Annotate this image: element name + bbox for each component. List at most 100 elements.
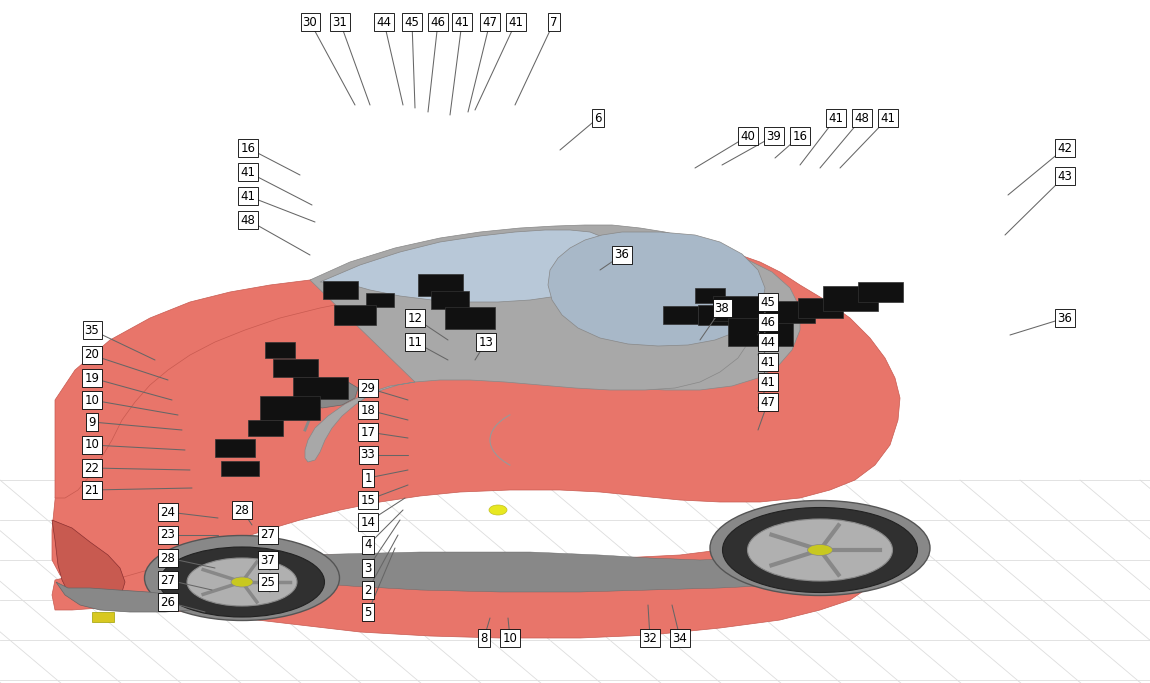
Polygon shape xyxy=(55,268,494,498)
Text: 10: 10 xyxy=(503,632,518,645)
Text: 16: 16 xyxy=(240,141,255,154)
Bar xyxy=(765,301,815,323)
Bar xyxy=(698,305,743,325)
Text: 6: 6 xyxy=(595,111,601,124)
Text: 45: 45 xyxy=(405,16,420,29)
Bar xyxy=(858,282,903,302)
Text: 37: 37 xyxy=(261,553,276,566)
Text: 32: 32 xyxy=(643,632,658,645)
Text: 20: 20 xyxy=(85,348,99,361)
Polygon shape xyxy=(56,582,200,612)
Ellipse shape xyxy=(187,558,297,606)
Bar xyxy=(822,285,877,311)
Text: 3: 3 xyxy=(365,561,371,574)
Text: 45: 45 xyxy=(760,296,775,309)
Bar xyxy=(247,420,283,436)
Text: 19: 19 xyxy=(84,372,100,385)
Bar xyxy=(322,281,358,299)
Text: 41: 41 xyxy=(881,111,896,124)
Bar xyxy=(221,460,259,475)
Text: 36: 36 xyxy=(1058,311,1073,324)
Text: 38: 38 xyxy=(714,301,729,314)
Text: 7: 7 xyxy=(550,16,558,29)
Text: 41: 41 xyxy=(240,165,255,178)
Text: 33: 33 xyxy=(361,449,375,462)
Text: 34: 34 xyxy=(673,632,688,645)
Bar xyxy=(797,298,843,318)
Text: 13: 13 xyxy=(478,335,493,348)
Text: 28: 28 xyxy=(161,551,176,565)
Bar xyxy=(92,612,114,622)
Bar xyxy=(292,377,347,399)
Text: 43: 43 xyxy=(1058,169,1073,182)
Bar xyxy=(260,396,320,420)
Bar xyxy=(445,307,494,329)
Ellipse shape xyxy=(145,535,339,620)
Text: 23: 23 xyxy=(161,529,176,542)
Bar xyxy=(273,359,317,377)
Bar xyxy=(713,296,767,320)
Ellipse shape xyxy=(489,505,507,515)
Text: 28: 28 xyxy=(235,503,250,516)
Text: 27: 27 xyxy=(261,529,276,542)
Bar xyxy=(366,293,394,307)
Text: 47: 47 xyxy=(760,395,775,408)
Polygon shape xyxy=(305,225,760,462)
Ellipse shape xyxy=(807,544,833,555)
Text: 22: 22 xyxy=(84,462,100,475)
Polygon shape xyxy=(549,232,765,346)
Bar xyxy=(695,288,724,303)
Polygon shape xyxy=(52,548,871,638)
Ellipse shape xyxy=(722,507,918,592)
Text: 41: 41 xyxy=(828,111,843,124)
Text: 39: 39 xyxy=(767,130,782,143)
Text: 44: 44 xyxy=(376,16,391,29)
Text: 16: 16 xyxy=(792,130,807,143)
Text: 5: 5 xyxy=(365,606,371,619)
Text: 29: 29 xyxy=(360,382,376,395)
Text: 41: 41 xyxy=(454,16,469,29)
Bar xyxy=(662,306,698,324)
Text: 24: 24 xyxy=(161,505,176,518)
Ellipse shape xyxy=(710,501,930,596)
Polygon shape xyxy=(308,382,358,408)
Text: 27: 27 xyxy=(161,574,176,587)
Text: 25: 25 xyxy=(261,576,276,589)
Text: 48: 48 xyxy=(240,214,255,227)
Bar xyxy=(264,342,296,358)
Text: 26: 26 xyxy=(161,596,176,609)
Ellipse shape xyxy=(748,519,892,581)
Text: 30: 30 xyxy=(302,16,317,29)
Text: 47: 47 xyxy=(483,16,498,29)
Text: 18: 18 xyxy=(361,404,375,417)
Text: 9: 9 xyxy=(89,415,95,428)
Bar xyxy=(215,439,255,457)
Text: 8: 8 xyxy=(481,632,488,645)
Bar xyxy=(417,274,462,296)
Text: 44: 44 xyxy=(760,335,775,348)
Text: 2: 2 xyxy=(365,583,371,596)
Text: 12: 12 xyxy=(407,311,422,324)
Ellipse shape xyxy=(160,547,324,617)
Polygon shape xyxy=(52,248,900,580)
Text: 35: 35 xyxy=(85,324,99,337)
Text: 41: 41 xyxy=(240,189,255,202)
Text: 11: 11 xyxy=(407,335,422,348)
Text: 41: 41 xyxy=(760,355,775,369)
Text: 31: 31 xyxy=(332,16,347,29)
Text: 36: 36 xyxy=(614,249,629,262)
Text: 17: 17 xyxy=(360,426,376,438)
Polygon shape xyxy=(185,552,845,592)
Text: 10: 10 xyxy=(85,393,99,406)
Text: 40: 40 xyxy=(741,130,756,143)
Polygon shape xyxy=(52,520,125,600)
Bar xyxy=(728,318,792,346)
Text: 46: 46 xyxy=(430,16,445,29)
Bar xyxy=(431,291,469,309)
Polygon shape xyxy=(320,230,618,302)
Text: 1: 1 xyxy=(365,471,371,484)
Text: 42: 42 xyxy=(1058,141,1073,154)
Text: 10: 10 xyxy=(85,438,99,451)
Text: 15: 15 xyxy=(361,494,375,507)
Text: 46: 46 xyxy=(760,316,775,329)
